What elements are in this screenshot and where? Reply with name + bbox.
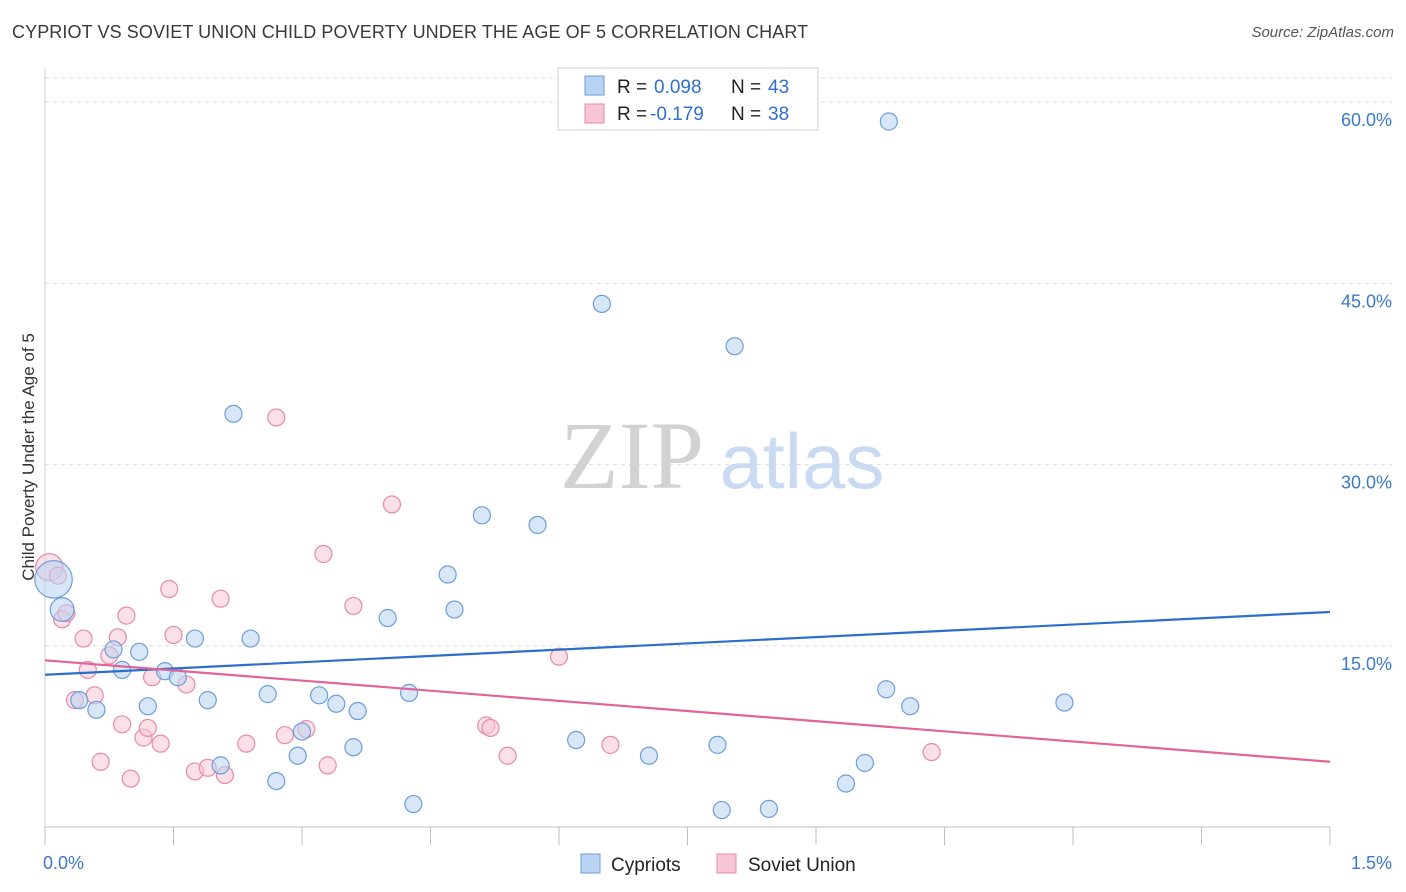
cypriots-point: [288, 746, 307, 765]
soviet-union-point: [160, 579, 179, 599]
soviet-union-point: [314, 544, 333, 564]
cypriots-point: [879, 112, 898, 131]
cypriots-point: [185, 629, 205, 648]
soviet-union-point: [344, 596, 363, 616]
data-points: [34, 112, 1074, 820]
cypriots-point: [528, 515, 547, 535]
grid-lines: [45, 77, 1392, 647]
cypriots-point: [241, 629, 260, 648]
cypriots-point: [399, 683, 419, 703]
soviet-union-point: [117, 606, 136, 625]
cypriots-point: [34, 560, 73, 599]
cypriots-point: [49, 597, 75, 623]
cypriots-point: [472, 506, 491, 525]
cypriots-point: [725, 337, 744, 356]
cypriots-point: [438, 565, 457, 584]
soviet-union-point: [267, 408, 286, 427]
cypriots-point: [567, 730, 586, 750]
y-tick-label: 60.0%: [1341, 110, 1392, 130]
cypriots-point: [348, 701, 367, 721]
soviet-union-point: [922, 742, 941, 762]
legend-r-value-1: 0.098: [654, 77, 702, 98]
soviet-union-point: [275, 726, 294, 745]
soviet-union-point: [601, 735, 620, 754]
y-tick-label: 30.0%: [1341, 473, 1392, 493]
x-tick-label-min: 0.0%: [43, 853, 84, 873]
cypriots-point: [445, 600, 464, 619]
legend-r-label-2: R =: [617, 104, 647, 125]
watermark-zip: ZIP: [560, 402, 704, 509]
soviet-union-point: [382, 495, 402, 514]
y-axis-title: Child Poverty Under the Age of 5: [19, 333, 38, 581]
cypriots-point: [87, 700, 106, 719]
legend-swatch-soviet-union: [584, 103, 605, 124]
cypriots-point: [639, 746, 659, 765]
cypriots-point: [855, 753, 874, 773]
soviet-union-point: [78, 660, 97, 680]
watermark-atlas: atlas: [720, 417, 885, 505]
axes: 15.0% 30.0% 45.0% 60.0% 0.0% 1.5%: [43, 68, 1392, 873]
bottom-legend-label-cypriots: Cypriots: [611, 855, 681, 876]
y-tick-label: 15.0%: [1341, 654, 1392, 674]
bottom-legend-label-soviet-union: Soviet Union: [748, 855, 856, 876]
legend-n-value-2: 38: [768, 104, 789, 125]
cypriots-point: [877, 680, 896, 699]
soviet-union-point: [138, 718, 157, 738]
cypriots-point: [712, 800, 731, 820]
cypriots-point: [310, 686, 329, 705]
chart-title: CYPRIOT VS SOVIET UNION CHILD POVERTY UN…: [12, 22, 809, 42]
soviet-union-point: [318, 756, 337, 775]
soviet-union-point: [164, 625, 183, 645]
bottom-legend: Cypriots Soviet Union: [580, 853, 856, 876]
cypriots-point: [592, 294, 611, 314]
cypriots-point: [327, 694, 346, 713]
cypriots-point: [759, 799, 778, 818]
cypriots-point: [292, 722, 312, 741]
soviet-union-trend-line: [44, 659, 1331, 763]
legend-n-label-2: N =: [731, 104, 761, 125]
cypriots-point: [404, 794, 423, 814]
cypriots-point: [378, 608, 397, 628]
cypriots-point: [224, 404, 243, 423]
cypriots-point: [138, 697, 157, 716]
cypriots-trend-line: [44, 610, 1331, 676]
cypriots-point: [198, 691, 217, 710]
cypriots-point: [344, 738, 363, 757]
legend-swatch-cypriots: [584, 75, 605, 96]
cypriots-point: [267, 771, 286, 791]
soviet-union-point: [211, 589, 230, 608]
soviet-union-point: [112, 715, 132, 734]
soviet-union-point: [237, 734, 256, 753]
legend-n-label-1: N =: [731, 77, 761, 98]
cypriots-point: [901, 697, 920, 716]
soviet-union-point: [121, 769, 140, 788]
watermark: ZIP atlas: [560, 402, 884, 509]
cypriots-point: [130, 642, 149, 661]
legend-r-value-2: -0.179: [650, 104, 704, 125]
x-tick-label-max: 1.5%: [1351, 853, 1392, 873]
soviet-union-point: [498, 746, 517, 765]
soviet-union-point: [74, 629, 93, 648]
legend: R = 0.098 N = 43 R = -0.179 N = 38: [557, 67, 819, 131]
trend-lines: [44, 610, 1331, 763]
cypriots-point: [836, 774, 856, 793]
soviet-union-point: [481, 718, 500, 738]
legend-r-label-1: R =: [617, 77, 647, 98]
cypriots-point: [258, 685, 277, 704]
cypriots-point: [1055, 693, 1074, 712]
soviet-union-point: [91, 752, 110, 771]
y-tick-label: 45.0%: [1341, 291, 1392, 311]
cypriots-point: [211, 756, 230, 775]
cypriots-point: [70, 691, 89, 710]
soviet-union-point: [151, 734, 170, 753]
bottom-legend-swatch-cypriots: [580, 853, 601, 874]
source-label: Source: ZipAtlas.com: [1251, 24, 1394, 41]
bottom-legend-swatch-soviet-union: [716, 853, 737, 874]
cypriots-point: [708, 735, 727, 754]
soviet-union-point: [549, 647, 569, 666]
cypriots-point: [104, 640, 123, 659]
legend-n-value-1: 43: [768, 77, 789, 98]
